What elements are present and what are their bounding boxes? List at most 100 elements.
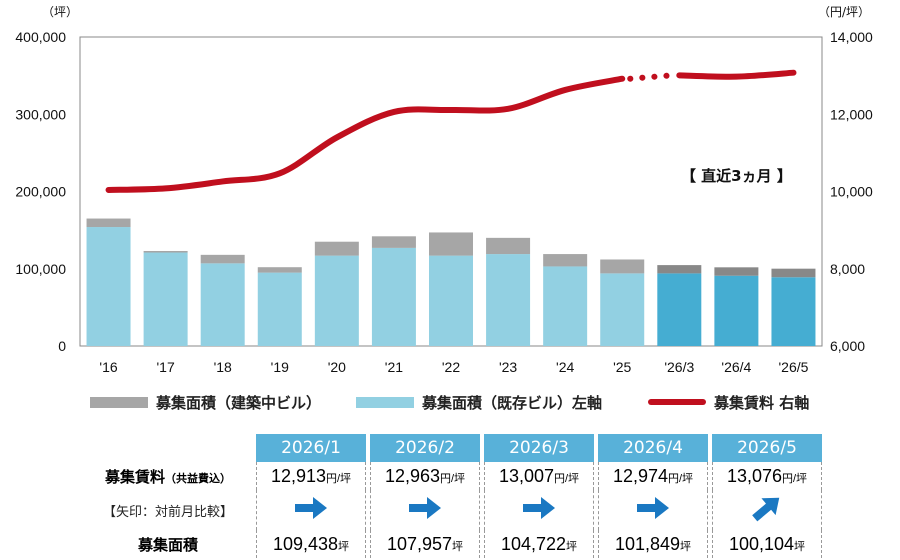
area-unit-1: 坪: [338, 540, 350, 553]
month-header-row: 2026/1 2026/2 2026/3 2026/4 2026/5: [84, 434, 822, 462]
legend-item-construction: 募集面積（建築中ビル）: [90, 390, 321, 414]
rent-row-label: 募集賃料（共益費込）: [84, 462, 252, 490]
arrow-shape: [637, 497, 669, 519]
bar-existing: [771, 277, 816, 346]
arrow-cell-3: [484, 490, 594, 530]
bar-existing: [657, 273, 702, 346]
trend-arrow-icon: [523, 497, 555, 519]
area-value-2: 107,957: [386, 533, 453, 554]
bar-construction: [714, 267, 759, 276]
right-tick-label: 14,000: [830, 29, 873, 45]
area-unit-5: 坪: [794, 540, 806, 553]
bar-existing: [486, 254, 531, 346]
rent-label-note: （共益費込）: [165, 472, 231, 485]
arrow-row-label: 【矢印：対前月比較】: [102, 504, 233, 520]
rent-line-recent: [676, 69, 797, 80]
left-tick-label: 300,000: [15, 106, 66, 122]
x-tick-label: '26/4: [721, 359, 751, 375]
area-row: 募集面積 109,438坪 107,957坪 104,722坪 101,849坪…: [84, 530, 822, 558]
recent-months-annotation: 【 直近3ヵ月 】: [681, 167, 792, 185]
bar-existing: [429, 255, 473, 346]
left-tick-label: 100,000: [15, 261, 66, 277]
left-axis-unit: （坪）: [42, 5, 78, 19]
area-value-5: 100,104: [728, 533, 795, 554]
month-header-3: 2026/3: [484, 434, 594, 462]
header-blank: [84, 434, 252, 462]
area-cell-4: 101,849坪: [598, 530, 708, 558]
arrow-cell-5: [712, 490, 822, 530]
rent-cell-3: 13,007円/坪: [484, 462, 594, 490]
legend-label-rent: 募集賃料 右軸: [714, 393, 810, 412]
bar-existing: [714, 275, 759, 346]
x-tick-label: '19: [271, 359, 289, 375]
bar-existing: [143, 252, 188, 346]
arrow-shape: [295, 497, 327, 519]
bar-construction: [314, 241, 359, 256]
area-unit-3: 坪: [566, 540, 578, 553]
bar-construction: [257, 267, 302, 273]
rent-unit-4: 円/坪: [668, 472, 694, 485]
trend-arrow-icon: [409, 497, 441, 519]
bar-construction: [657, 265, 702, 274]
x-tick-label: '16: [99, 359, 117, 375]
office-market-chart: 400,000 300,000 200,000 100,000 0 14,000 12,00…: [15, 5, 873, 375]
rent-cell-2: 12,963円/坪: [370, 462, 480, 490]
rent-value-5: 13,076: [726, 465, 782, 486]
legend-swatch-existing: [356, 396, 414, 408]
chart-legend: 募集面積（建築中ビル） 募集面積（既存ビル）左軸 募集賃料 右軸: [0, 390, 900, 414]
bar-construction: [371, 236, 416, 248]
rent-cell-4: 12,974円/坪: [598, 462, 708, 490]
area-unit-4: 坪: [680, 540, 692, 553]
rent-line-gap: [627, 72, 675, 82]
arrow-shape: [409, 497, 441, 519]
arrow-cell-2: [370, 490, 480, 530]
area-value-4: 101,849: [614, 533, 681, 554]
rent-row: 募集賃料（共益費込） 12,913円/坪 12,963円/坪 13,007円/坪…: [84, 462, 822, 490]
x-tick-label: '26/3: [664, 359, 694, 375]
right-tick-label: 12,000: [830, 106, 873, 122]
right-tick-label: 10,000: [830, 184, 873, 200]
rent-unit-1: 円/坪: [326, 472, 352, 485]
bar-construction: [771, 268, 816, 278]
arrow-cell-4: [598, 490, 708, 530]
area-value-3: 104,722: [500, 533, 567, 554]
monthly-summary-table: 2026/1 2026/2 2026/3 2026/4 2026/5 募集賃料（…: [80, 434, 826, 558]
bar-construction: [200, 254, 245, 264]
x-tick-label: '18: [214, 359, 232, 375]
bar-existing: [86, 227, 131, 346]
rent-unit-5: 円/坪: [782, 472, 808, 485]
x-tick-label: '26/5: [779, 359, 809, 375]
arrow-shape: [752, 497, 780, 522]
right-tick-label: 8,000: [830, 261, 865, 277]
left-tick-label: 400,000: [15, 29, 66, 45]
x-tick-label: '25: [613, 359, 631, 375]
area-unit-2: 坪: [452, 540, 464, 553]
legend-swatch-rent: [648, 399, 706, 405]
x-tick-label: '23: [499, 359, 517, 375]
right-tick-label: 6,000: [830, 338, 865, 354]
bar-construction: [86, 218, 131, 228]
legend-item-existing: 募集面積（既存ビル）左軸: [356, 390, 602, 414]
bar-existing: [371, 247, 416, 346]
x-tick-label: '17: [156, 359, 174, 375]
bar-existing: [543, 266, 588, 346]
rent-value-2: 12,963: [384, 465, 440, 486]
legend-swatch-construction: [90, 396, 148, 408]
bar-construction: [143, 250, 188, 253]
legend-label-construction: 募集面積（建築中ビル）: [156, 393, 322, 412]
left-tick-label: 200,000: [15, 184, 66, 200]
bar-construction: [486, 237, 531, 255]
month-header-4: 2026/4: [598, 434, 708, 462]
trend-arrow-icon: [295, 497, 327, 519]
bar-construction: [429, 232, 473, 256]
bar-construction: [543, 254, 588, 267]
legend-item-rent: 募集賃料 右軸: [648, 390, 809, 414]
x-tick-label: '20: [328, 359, 346, 375]
month-header-1: 2026/1: [256, 434, 366, 462]
area-cell-3: 104,722坪: [484, 530, 594, 558]
x-tick-label: '21: [385, 359, 403, 375]
rent-unit-2: 円/坪: [440, 472, 466, 485]
rent-line-history: [105, 75, 626, 193]
arrow-cell-1: [256, 490, 366, 530]
month-header-2: 2026/2: [370, 434, 480, 462]
